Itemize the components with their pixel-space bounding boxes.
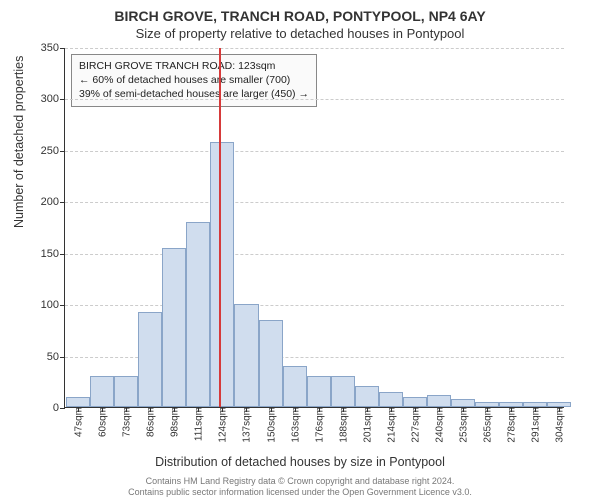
gridline: [65, 99, 564, 100]
x-tick-label: 188sqm: [336, 407, 349, 443]
histogram-bar: [379, 392, 403, 407]
chart-title-main: BIRCH GROVE, TRANCH ROAD, PONTYPOOL, NP4…: [0, 8, 600, 24]
histogram-bar: [162, 248, 186, 407]
chart-title-sub: Size of property relative to detached ho…: [0, 26, 600, 41]
x-tick-label: 227sqm: [409, 407, 422, 443]
histogram-bar: [259, 320, 283, 407]
y-tick-label: 0: [53, 402, 65, 414]
reference-line: [219, 48, 221, 407]
y-tick-label: 200: [41, 196, 65, 208]
histogram-bar: [234, 304, 258, 407]
histogram-bar: [451, 399, 475, 407]
infobox-line: ← 60% of detached houses are smaller (70…: [79, 73, 309, 87]
histogram-bar: [331, 376, 355, 407]
histogram-bar: [307, 376, 331, 407]
x-tick-label: 73sqm: [120, 407, 133, 437]
x-tick-label: 163sqm: [288, 407, 301, 443]
histogram-bar: [403, 397, 427, 407]
x-tick-label: 240sqm: [433, 407, 446, 443]
y-tick-label: 250: [41, 145, 65, 157]
histogram-bar: [90, 376, 114, 407]
x-tick-label: 150sqm: [264, 407, 277, 443]
y-tick-label: 100: [41, 299, 65, 311]
attribution-line: Contains HM Land Registry data © Crown c…: [0, 476, 600, 487]
x-tick-label: 137sqm: [240, 407, 253, 443]
x-axis-label: Distribution of detached houses by size …: [0, 455, 600, 469]
x-tick-label: 304sqm: [553, 407, 566, 443]
x-tick-label: 265sqm: [481, 407, 494, 443]
x-tick-label: 124sqm: [216, 407, 229, 443]
x-tick-label: 201sqm: [360, 407, 373, 443]
x-tick-label: 176sqm: [312, 407, 325, 443]
gridline: [65, 202, 564, 203]
histogram-bar: [66, 397, 90, 407]
attribution-line: Contains public sector information licen…: [0, 487, 600, 498]
x-tick-label: 214sqm: [384, 407, 397, 443]
histogram-bar: [138, 312, 162, 407]
histogram-bar: [427, 395, 451, 407]
y-tick-label: 50: [47, 351, 65, 363]
x-tick-label: 291sqm: [529, 407, 542, 443]
infobox-line: BIRCH GROVE TRANCH ROAD: 123sqm: [79, 59, 309, 73]
histogram-bar: [114, 376, 138, 407]
gridline: [65, 305, 564, 306]
histogram-bar: [186, 222, 210, 407]
x-tick-label: 278sqm: [505, 407, 518, 443]
y-tick-label: 150: [41, 248, 65, 260]
histogram-bar: [210, 142, 234, 407]
x-tick-label: 60sqm: [96, 407, 109, 437]
y-tick-label: 350: [41, 42, 65, 54]
x-tick-label: 253sqm: [457, 407, 470, 443]
x-tick-label: 98sqm: [168, 407, 181, 437]
y-tick-label: 300: [41, 93, 65, 105]
x-tick-label: 47sqm: [71, 407, 84, 437]
gridline: [65, 254, 564, 255]
gridline: [65, 151, 564, 152]
y-axis-label: Number of detached properties: [12, 56, 26, 228]
attribution-block: Contains HM Land Registry data © Crown c…: [0, 476, 600, 499]
histogram-plot: BIRCH GROVE TRANCH ROAD: 123sqm ← 60% of…: [64, 48, 564, 408]
histogram-bar: [283, 366, 307, 407]
x-tick-label: 86sqm: [144, 407, 157, 437]
gridline: [65, 48, 564, 49]
histogram-bar: [355, 386, 379, 407]
x-tick-label: 111sqm: [192, 407, 205, 441]
chart-title-block: BIRCH GROVE, TRANCH ROAD, PONTYPOOL, NP4…: [0, 0, 600, 41]
